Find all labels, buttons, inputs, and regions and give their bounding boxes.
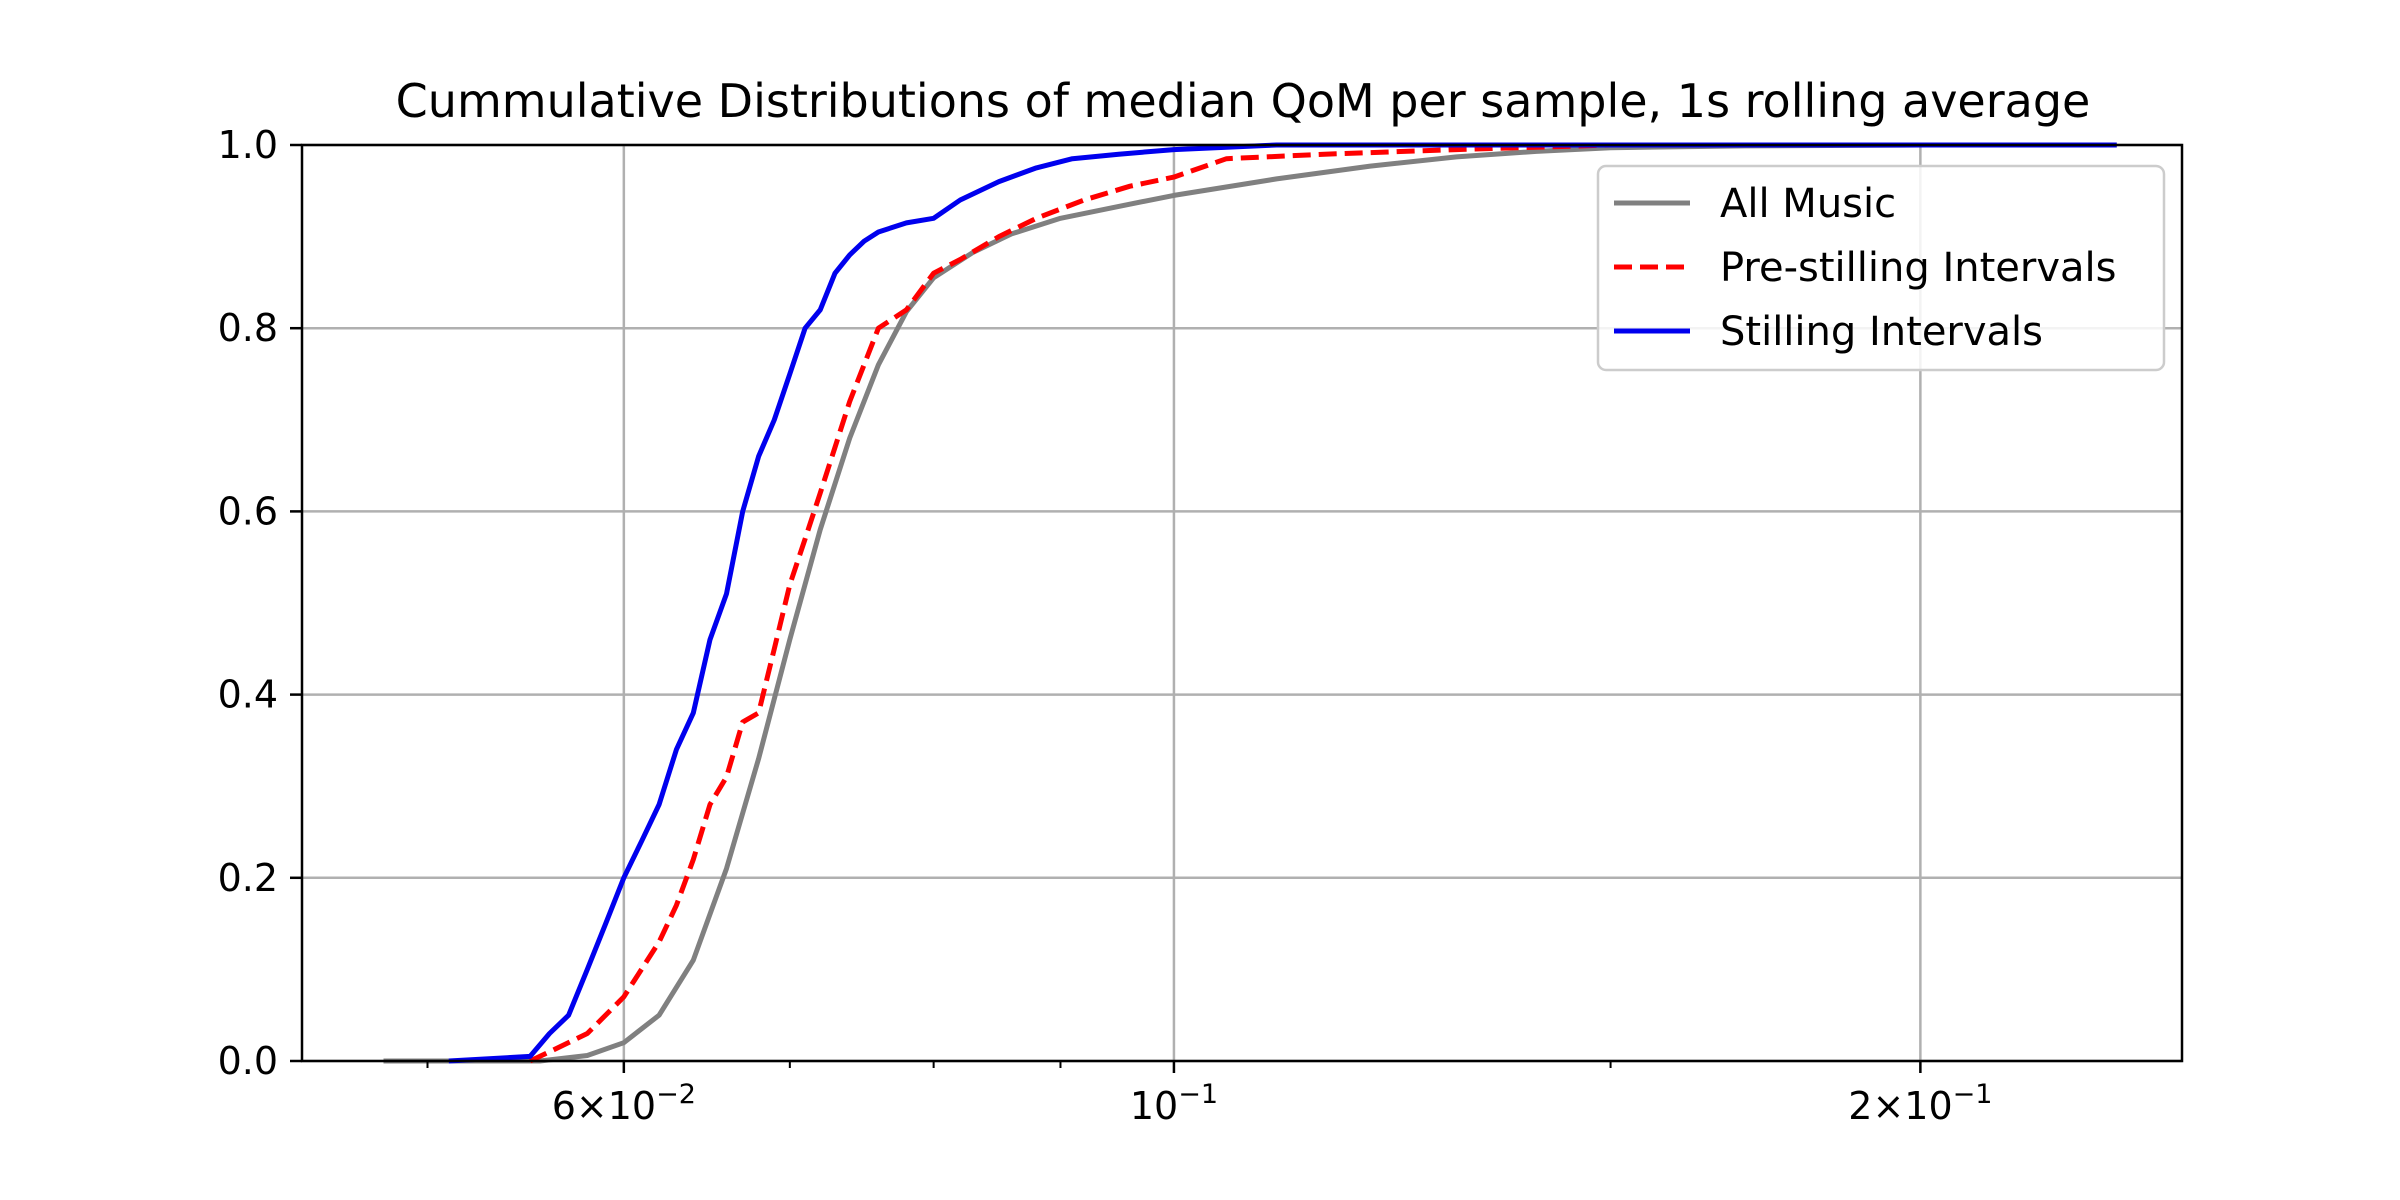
axis-ticks: 0.0 0.2 0.4 0.6 0.8 1.0 6×10−2 10−1 2×10−1 <box>218 123 1993 1128</box>
x-tick-label: 2×10−1 <box>1848 1079 1992 1128</box>
series-line-1 <box>529 142 2117 1064</box>
series-lines <box>383 142 2117 1064</box>
legend-label-2: Stilling Intervals <box>1720 309 2043 355</box>
y-tick-label: 0.8 <box>218 306 278 350</box>
y-tick-label: 0.2 <box>218 856 278 900</box>
y-tick-label: 0.6 <box>218 489 278 533</box>
x-tick-label: 6×10−2 <box>552 1079 696 1128</box>
legend: All Music Pre-stilling Intervals Stilling … <box>1596 164 2166 372</box>
legend-label-0: All Music <box>1720 181 1896 227</box>
x-tick-label: 10−1 <box>1130 1079 1218 1128</box>
y-tick-label: 1.0 <box>218 123 278 167</box>
chart-title: Cummulative Distributions of median QoM … <box>396 74 2091 128</box>
legend-box <box>1596 164 2166 372</box>
series-line-2 <box>448 142 2117 1064</box>
series-line-0 <box>383 142 2117 1064</box>
legend-label-1: Pre-stilling Intervals <box>1720 245 2116 291</box>
plot-frame <box>300 143 2184 1063</box>
y-tick-label: 0.0 <box>218 1039 278 1083</box>
y-tick-label: 0.4 <box>218 673 278 717</box>
